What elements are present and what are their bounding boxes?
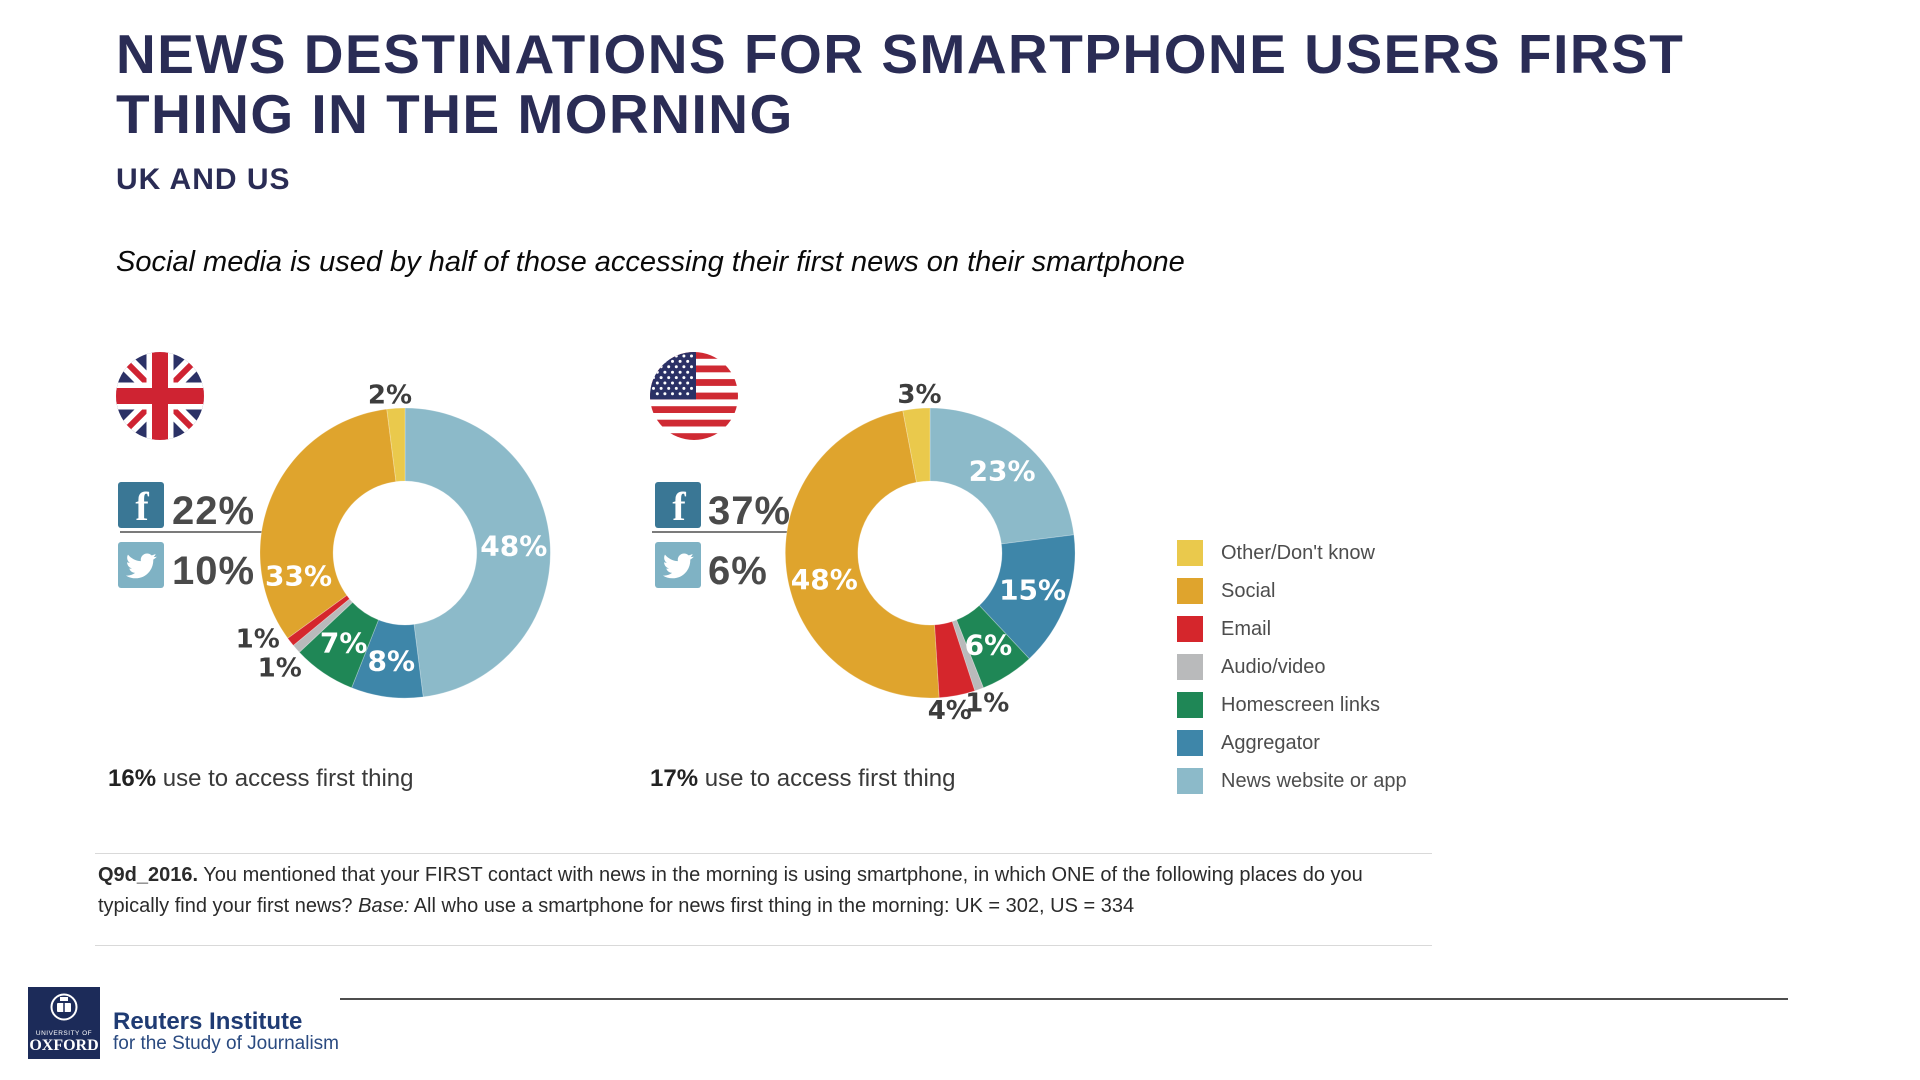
donut-value-label: 8%	[368, 645, 416, 678]
us-facebook-share: 37%	[708, 489, 792, 533]
page-subtitle: UK AND US	[116, 163, 291, 196]
oxford-crest-icon	[50, 993, 78, 1021]
page-title: NEWS DESTINATIONS FOR SMARTPHONE USERS F…	[116, 24, 1684, 144]
twitter-icon	[118, 542, 164, 588]
legend-item-social: Social	[1177, 572, 1407, 610]
twitter-icon	[655, 542, 701, 588]
legend-item-audio-video: Audio/video	[1177, 648, 1407, 686]
divider-top	[95, 853, 1432, 854]
page-title-line2: THING IN THE MORNING	[116, 83, 794, 145]
legend-label: Social	[1221, 579, 1276, 602]
us-usage-pct: 17%	[650, 765, 699, 792]
legend-label: Homescreen links	[1221, 693, 1380, 716]
donut-value-label: 2%	[368, 380, 412, 410]
legend-label: Aggregator	[1221, 731, 1320, 754]
footnote-part: All who use a smartphone for news first …	[409, 895, 1135, 917]
donut-value-label: 33%	[265, 560, 332, 593]
facebook-icon: f	[118, 482, 164, 528]
donut-segment-other-don-t-know	[386, 407, 406, 483]
donut-value-label: 15%	[999, 573, 1066, 606]
page-title-line1: NEWS DESTINATIONS FOR SMARTPHONE USERS F…	[116, 23, 1685, 85]
legend-swatch	[1177, 692, 1203, 718]
footnote-part: You mentioned that your FIRST contact wi…	[98, 864, 1363, 917]
us-usage-text: use to access first thing	[698, 765, 956, 792]
uk-donut-chart: 48% 8%7% 1%1% 33% 2%	[236, 380, 551, 699]
chart-legend: Other/Don't know Social Email Audio/video Ho…	[1177, 534, 1407, 800]
legend-swatch	[1177, 730, 1203, 756]
us-flag-icon	[650, 352, 738, 440]
donut-value-label: 3%	[897, 380, 941, 410]
uk-usage-note: 16% use to access first thing	[108, 765, 414, 793]
us-usage-note: 17% use to access first thing	[650, 765, 956, 793]
footer-rule	[340, 998, 1788, 1000]
lede-text: Social media is used by half of those ac…	[116, 246, 1185, 278]
uk-usage-text: use to access first thing	[156, 765, 414, 792]
donut-value-label: 48%	[791, 563, 858, 596]
donut-value-label: 4%	[928, 696, 972, 726]
donut-segment-social	[259, 408, 397, 639]
donut-segment-other-don-t-know	[902, 407, 931, 483]
legend-label: Other/Don't know	[1221, 541, 1375, 564]
legend-label: Audio/video	[1221, 655, 1326, 678]
legend-item-other-don-t-know: Other/Don't know	[1177, 534, 1407, 572]
svg-text:f: f	[672, 484, 686, 528]
donut-value-label: 1%	[965, 689, 1009, 719]
uk-flag-icon	[116, 352, 204, 440]
legend-swatch	[1177, 540, 1203, 566]
legend-item-email: Email	[1177, 610, 1407, 648]
donut-segment-news-website-or-app	[404, 407, 551, 698]
org-name: Reuters Institute	[113, 1008, 303, 1035]
footnote-part: Base:	[358, 895, 410, 917]
uk-usage-pct: 16%	[108, 765, 157, 792]
svg-text:f: f	[135, 484, 149, 528]
org-subtitle: for the Study of Journalism	[113, 1033, 339, 1054]
donut-value-label: 7%	[320, 627, 368, 660]
uk-facebook-share: 22%	[172, 489, 256, 533]
legend-swatch	[1177, 654, 1203, 680]
uk-social-divider	[120, 531, 297, 533]
legend-item-news-website-or-app: News website or app	[1177, 762, 1407, 800]
legend-label: Email	[1221, 617, 1272, 640]
facebook-icon: f	[655, 482, 701, 528]
legend-label: News website or app	[1221, 769, 1407, 792]
footnote-part: Q9d_2016.	[98, 864, 199, 886]
us-twitter-share: 6%	[708, 549, 768, 593]
donut-value-label: 1%	[258, 653, 302, 683]
legend-swatch	[1177, 768, 1203, 794]
donut-segment-news-website-or-app	[929, 407, 1075, 545]
legend-swatch	[1177, 578, 1203, 604]
divider-bottom	[95, 945, 1432, 946]
footnote-text: Q9d_2016. You mentioned that your FIRST …	[98, 860, 1393, 922]
donut-segment-social	[784, 410, 940, 699]
logo-university-small: UNIVERSITY OF	[36, 1030, 92, 1037]
oxford-logo: UNIVERSITY OF OXFORD	[28, 987, 100, 1059]
uk-twitter-share: 10%	[172, 549, 256, 593]
donut-value-label: 1%	[236, 625, 280, 655]
legend-item-aggregator: Aggregator	[1177, 724, 1407, 762]
us-donut-chart: 23% 15% 6% 1%4% 48% 3%	[784, 380, 1076, 726]
legend-swatch	[1177, 616, 1203, 642]
logo-university: OXFORD	[29, 1037, 98, 1054]
us-social-divider	[652, 531, 830, 533]
legend-item-homescreen-links: Homescreen links	[1177, 686, 1407, 724]
donut-segment-aggregator	[978, 534, 1076, 660]
donut-value-label: 48%	[480, 530, 547, 563]
donut-value-label: 23%	[969, 455, 1036, 488]
donut-value-label: 6%	[965, 629, 1013, 662]
